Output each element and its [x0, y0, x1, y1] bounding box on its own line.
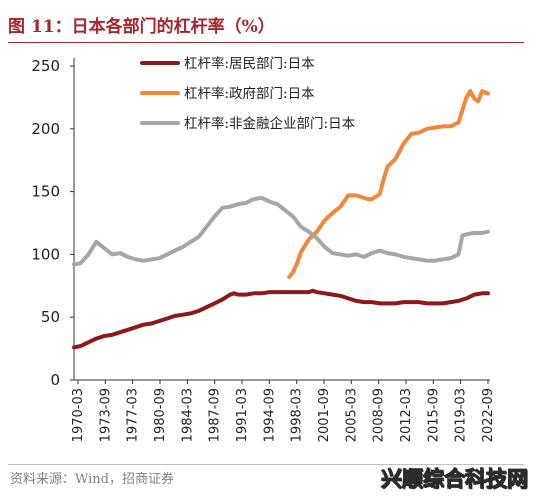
legend-label-3: 杠杆率:非金融企业部门:日本	[184, 115, 356, 132]
x-tick-label: 1998-03	[290, 388, 305, 442]
x-tick-label: 2012-03	[399, 388, 414, 442]
footer-divider	[8, 464, 524, 465]
source-note: 资料来源：Wind，招商证券	[10, 472, 174, 487]
legend-label-1: 杠杆率:居民部门:日本	[184, 55, 315, 72]
x-tick-label: 1987-09	[208, 388, 223, 442]
series-layer	[72, 89, 490, 350]
x-tick-label: 2001-09	[317, 388, 332, 442]
y-tick-label: 100	[31, 245, 60, 263]
figure-title: 图 11：日本各部门的杠杆率（%）	[8, 17, 275, 37]
legend-label-2: 杠杆率:政府部门:日本	[184, 85, 315, 102]
x-tick-label: 1977-03	[126, 388, 141, 442]
series-line-2	[287, 89, 490, 279]
watermark: 兴顺综合科技网	[381, 467, 529, 492]
y-tick-label: 200	[31, 120, 60, 138]
x-tick-label: 1984-03	[180, 388, 195, 442]
x-tick-label: 2008-09	[372, 388, 387, 442]
x-tick-label: 1991-03	[235, 388, 250, 442]
x-tick-label: 2019-03	[454, 388, 469, 442]
x-tick-label: 2022-09	[481, 388, 496, 442]
title-divider	[8, 42, 524, 43]
y-tick-label: 150	[31, 183, 60, 201]
y-tick-label: 250	[31, 57, 60, 75]
y-tick-label: 50	[41, 308, 60, 326]
x-tick-label: 1973-09	[98, 388, 113, 442]
x-tick-label: 2015-09	[426, 388, 441, 442]
chart-axes: 0 50 100 150 200 250 1970-03 1973-09 1977-03 1980…	[31, 57, 496, 442]
x-tick-label: 1970-03	[71, 388, 86, 442]
series-line-3	[72, 195, 490, 267]
y-tick-label: 0	[50, 371, 60, 389]
x-tick-label: 1994-09	[262, 388, 277, 442]
x-tick-label: 1980-09	[153, 388, 168, 442]
series-line-1	[72, 288, 490, 350]
x-tick-label: 2005-03	[344, 388, 359, 442]
